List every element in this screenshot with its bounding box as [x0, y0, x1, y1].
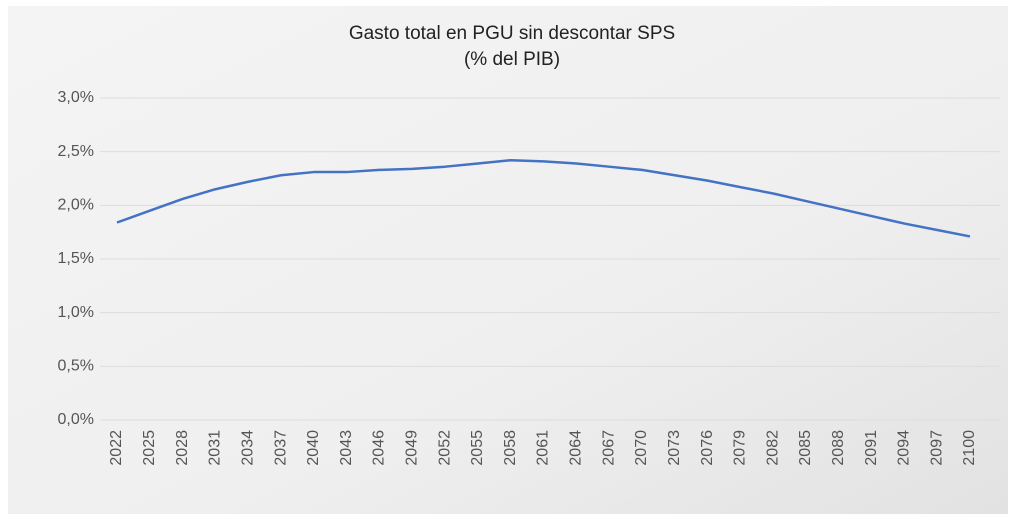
chart-title: Gasto total en PGU sin descontar SPS [349, 23, 675, 44]
x-tick-label: 2028 [174, 430, 191, 466]
x-tick-label: 2097 [928, 430, 945, 466]
x-tick-label: 2022 [108, 430, 125, 466]
x-tick-label: 2085 [797, 430, 814, 466]
x-tick-label: 2049 [403, 430, 420, 466]
x-tick-label: 2076 [699, 430, 716, 466]
x-tick-label: 2046 [371, 430, 388, 466]
x-tick-label: 2058 [502, 430, 519, 466]
x-tick-label: 2061 [535, 430, 552, 466]
y-tick-label: 1,5% [58, 250, 94, 267]
y-tick-label: 0,0% [58, 411, 94, 428]
x-tick-label: 2040 [305, 430, 322, 466]
x-tick-label: 2088 [830, 430, 847, 466]
x-tick-label: 2052 [436, 430, 453, 466]
x-tick-label: 2031 [207, 430, 224, 466]
y-tick-label: 2,0% [58, 197, 94, 214]
x-tick-label: 2064 [568, 430, 585, 466]
y-tick-label: 0,5% [58, 358, 94, 375]
y-tick-label: 2,5% [58, 143, 94, 160]
x-tick-label: 2100 [961, 430, 978, 466]
chart-subtitle: (% del PIB) [464, 49, 560, 70]
x-tick-label: 2043 [338, 430, 355, 466]
y-tick-label: 1,0% [58, 304, 94, 321]
x-tick-label: 2079 [732, 430, 749, 466]
x-tick-label: 2091 [863, 430, 880, 466]
y-tick-label: 3,0% [58, 89, 94, 106]
x-tick-label: 2094 [896, 430, 913, 466]
x-tick-label: 2073 [666, 430, 683, 466]
x-tick-label: 2055 [469, 430, 486, 466]
x-tick-label: 2025 [141, 430, 158, 466]
x-tick-label: 2082 [764, 430, 781, 466]
x-tick-label: 2034 [239, 430, 256, 466]
x-tick-label: 2037 [272, 430, 289, 466]
x-tick-label: 2070 [633, 430, 650, 466]
chart: Gasto total en PGU sin descontar SPS (% … [0, 0, 1013, 522]
x-tick-label: 2067 [600, 430, 617, 466]
